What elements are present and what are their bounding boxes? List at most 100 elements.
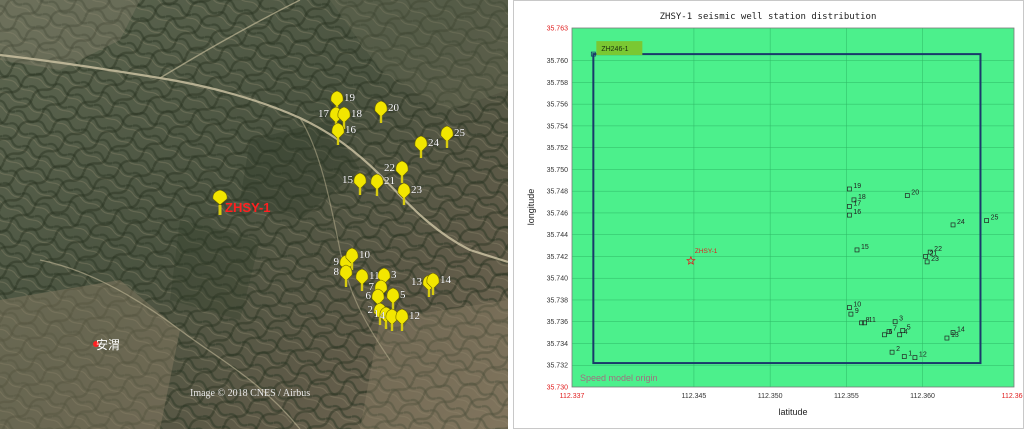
- pin-needle: [379, 116, 383, 123]
- y-axis-label: longitude: [526, 189, 536, 226]
- pin-label: 15: [342, 174, 354, 186]
- pin-needle: [427, 290, 431, 297]
- corner-tag: ZH246-1: [596, 41, 643, 56]
- pin-label: 10: [359, 249, 371, 261]
- pin-head: [386, 287, 400, 305]
- pin-needle: [445, 141, 449, 148]
- map-pin: 14: [426, 272, 452, 295]
- station-square: [851, 197, 857, 203]
- map-pin: 21: [370, 173, 395, 196]
- corner-marker: [590, 51, 596, 57]
- y-tick-label: 35.742: [547, 254, 569, 261]
- pin-label: 19: [344, 92, 356, 104]
- site-marker: [212, 189, 228, 215]
- pin-label: 13: [411, 276, 423, 288]
- map-pin: 23: [397, 182, 423, 205]
- station-label: 10: [853, 302, 861, 309]
- station-point: 6: [882, 329, 892, 338]
- station-label: 9: [855, 308, 859, 315]
- plot-window: ZHSY-1 seismic well station distribution…: [513, 0, 1024, 429]
- pin-head: [370, 173, 384, 191]
- station-point: 22: [927, 246, 942, 255]
- pin-label: 17: [318, 108, 330, 120]
- station-square: [904, 193, 910, 198]
- station-square: [847, 204, 852, 209]
- pin-needle: [358, 188, 362, 195]
- site-label: ZHSY-1: [225, 200, 271, 215]
- pin-head: [395, 308, 409, 326]
- map-pin: 18: [337, 106, 363, 129]
- pin-label: 25: [454, 127, 466, 139]
- station-label: 24: [957, 219, 965, 226]
- pin-head: [339, 264, 353, 282]
- x-tick-label: 112.350: [758, 393, 783, 400]
- station-square: [900, 328, 906, 333]
- station-square: [889, 349, 895, 355]
- y-tick-label: 35.758: [547, 80, 569, 87]
- map-pin: 12: [395, 308, 420, 331]
- station-point: 13: [944, 332, 959, 341]
- pin-needle: [419, 151, 423, 158]
- pin-label: 18: [351, 108, 363, 120]
- pin-head: [395, 160, 409, 178]
- pin-needle: [384, 322, 388, 329]
- pin-label: 5: [400, 289, 406, 301]
- station-label: 20: [911, 190, 919, 197]
- pin-head: [371, 288, 385, 306]
- map-pin: 24: [414, 135, 440, 158]
- pin-label: 6: [366, 290, 372, 302]
- pin-label: 2: [368, 304, 374, 316]
- pin-needle: [391, 303, 395, 310]
- station-square: [847, 212, 852, 218]
- pin-head: [374, 100, 388, 118]
- origin-note: Speed model origin: [580, 373, 658, 383]
- x-tick-label: 112.366: [1002, 393, 1023, 400]
- station-label: 3: [899, 316, 903, 323]
- pin-needle: [431, 288, 435, 295]
- pin-needle: [375, 189, 379, 196]
- pin-needle: [402, 198, 406, 205]
- station-label: 12: [919, 352, 927, 359]
- station-point: 20: [904, 190, 919, 198]
- y-tick-label: 35.746: [547, 210, 569, 217]
- station-square: [924, 259, 930, 265]
- y-tick-label: 35.760: [547, 58, 569, 65]
- y-tick-label: 35.740: [547, 276, 569, 283]
- station-label: 21: [930, 250, 938, 257]
- station-point: 3: [892, 316, 903, 325]
- corner-tag-label: ZH246-1: [601, 46, 628, 53]
- plot-title: ZHSY-1 seismic well station distribution: [660, 12, 877, 22]
- station-square: [897, 332, 903, 338]
- pin-head: [440, 125, 454, 143]
- y-tick-label: 35.763: [547, 26, 569, 33]
- plot-area: [571, 27, 1015, 388]
- map-pin: 11: [355, 268, 380, 291]
- pin-head: [355, 268, 369, 286]
- station-point: 17: [847, 200, 861, 209]
- y-tick-label: 35.736: [547, 319, 569, 326]
- pin-head: [330, 90, 344, 108]
- y-tick-label: 35.750: [547, 167, 569, 174]
- station-label: 4: [904, 329, 908, 336]
- pin-label: 11: [369, 270, 380, 282]
- station-point: 19: [847, 183, 861, 192]
- pin-label: 8: [334, 266, 340, 278]
- y-tick-label: 35.748: [547, 189, 569, 196]
- station-label: 22: [934, 246, 942, 253]
- station-square: [859, 320, 864, 326]
- site-star: [686, 255, 696, 265]
- pin-head: [337, 106, 351, 124]
- x-tick-label: 112.360: [910, 393, 935, 400]
- pin-head: [414, 135, 428, 153]
- pin-needle: [360, 284, 364, 291]
- station-label: 5: [907, 324, 911, 331]
- station-square: [882, 332, 887, 338]
- station-square: [862, 320, 867, 326]
- corner-tag-bg: [596, 41, 643, 56]
- y-tick-label: 35.738: [547, 297, 569, 304]
- station-square: [901, 354, 907, 359]
- y-axis-ticks: 35.763 35.760 35.758 35.756 35.754 35.752 35.7…: [547, 26, 569, 392]
- pin-needle: [336, 138, 340, 145]
- station-label: 7: [893, 326, 897, 333]
